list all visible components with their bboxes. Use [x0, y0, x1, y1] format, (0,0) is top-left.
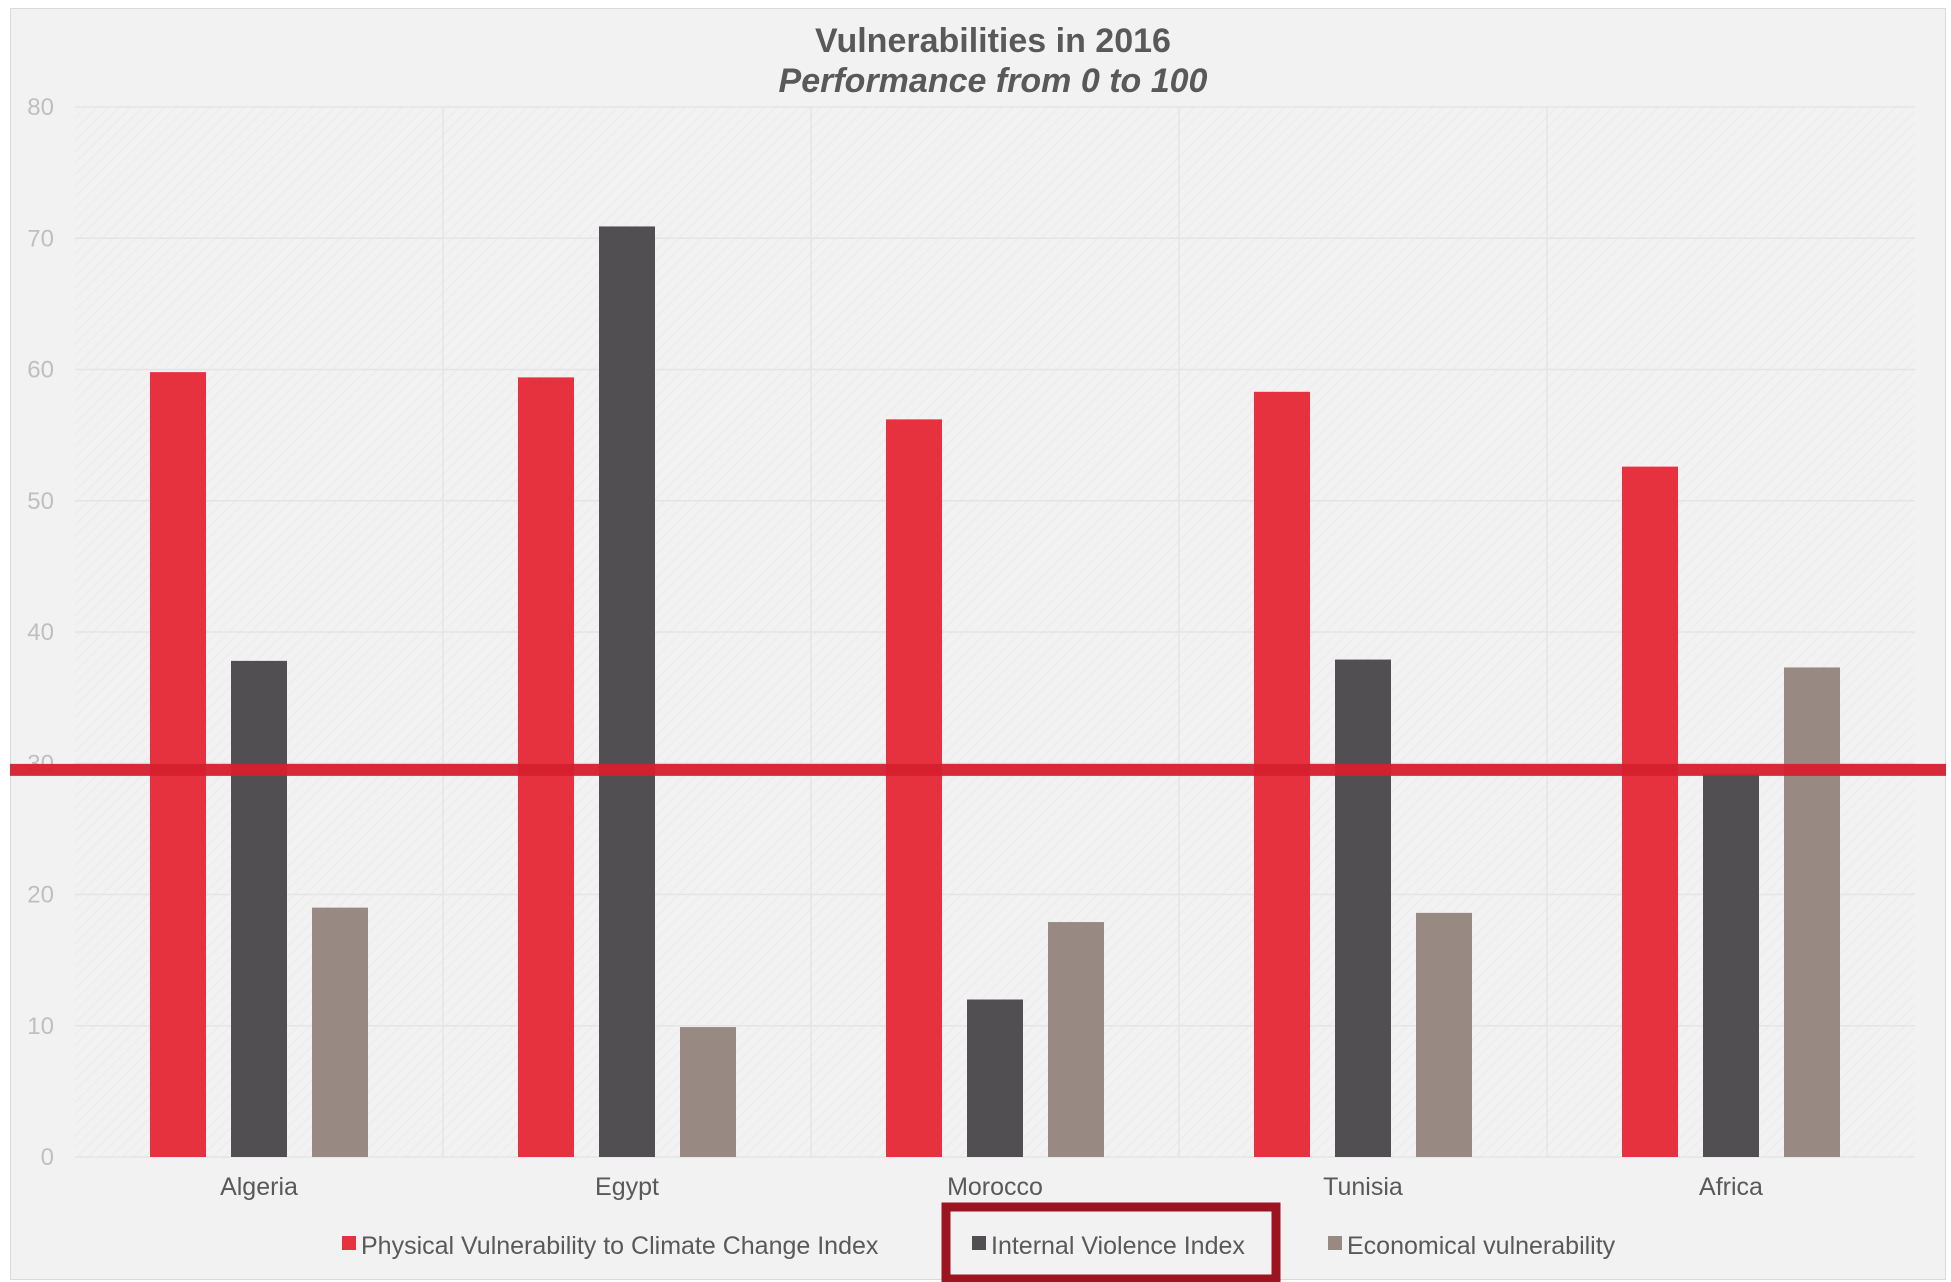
bars [150, 226, 1840, 1157]
legend-label-economic: Economical vulnerability [1347, 1232, 1616, 1260]
y-tick-label: 50 [27, 488, 54, 515]
chart-subtitle: Performance from 0 to 100 [779, 62, 1208, 100]
x-category-label: Africa [1699, 1173, 1763, 1201]
legend: Physical Vulnerability to Climate Change… [342, 1202, 1616, 1282]
y-tick-label: 70 [27, 225, 54, 252]
y-tick-label: 80 [27, 94, 54, 121]
y-tick-label: 0 [41, 1144, 54, 1171]
legend-swatch-violence [972, 1236, 986, 1250]
x-category-label: Tunisia [1323, 1173, 1403, 1201]
bar [312, 907, 368, 1157]
bar [680, 1027, 736, 1157]
legend-swatch-physical [342, 1236, 356, 1250]
bar [599, 226, 655, 1157]
legend-label-violence: Internal Violence Index [991, 1232, 1245, 1260]
bar [967, 999, 1023, 1157]
y-tick-label: 20 [27, 882, 54, 909]
legend-swatch-economic [1328, 1236, 1342, 1250]
x-category-label: Morocco [947, 1173, 1043, 1201]
legend-label-physical: Physical Vulnerability to Climate Change… [361, 1232, 879, 1260]
gridlines [75, 106, 1915, 1158]
y-tick-label: 40 [27, 619, 54, 646]
bar [886, 419, 942, 1157]
bar [1335, 659, 1391, 1157]
chart-title: Vulnerabilities in 2016 [815, 22, 1171, 60]
bar [1703, 773, 1759, 1157]
bar [1784, 667, 1840, 1157]
bar [1416, 912, 1472, 1157]
legend-highlight-box [941, 1202, 1281, 1282]
bar [1048, 922, 1104, 1157]
y-tick-label: 10 [27, 1013, 54, 1040]
x-axis-categories: Algeria Egypt Morocco Tunisia Africa [220, 1173, 1763, 1201]
y-tick-label: 60 [27, 357, 54, 384]
x-category-label: Algeria [220, 1173, 298, 1201]
x-category-label: Egypt [595, 1173, 659, 1201]
bar [231, 660, 287, 1157]
bar [1622, 466, 1678, 1157]
